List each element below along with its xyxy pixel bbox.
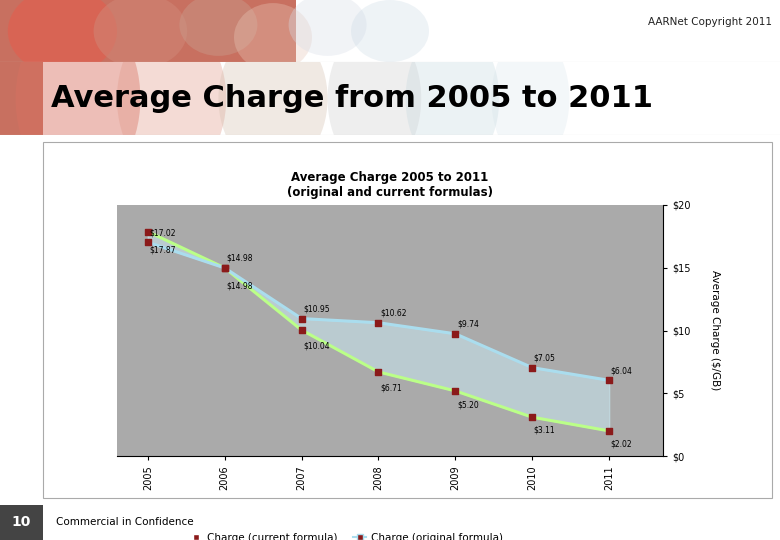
Point — [296, 326, 308, 334]
Bar — [0, 62, 43, 135]
Text: Commercial in Confidence: Commercial in Confidence — [56, 517, 193, 528]
Text: 10: 10 — [12, 516, 30, 529]
Ellipse shape — [94, 0, 187, 68]
Point — [526, 413, 538, 422]
Point — [218, 264, 231, 272]
Text: Average Charge from 2005 to 2011: Average Charge from 2005 to 2011 — [51, 84, 653, 113]
Point — [141, 227, 154, 236]
Text: $17.87: $17.87 — [149, 245, 176, 254]
Point — [372, 319, 385, 327]
Ellipse shape — [8, 0, 117, 75]
Point — [296, 314, 308, 323]
Text: $14.98: $14.98 — [226, 254, 253, 263]
Text: $10.62: $10.62 — [380, 309, 406, 318]
Title: Average Charge 2005 to 2011
(original and current formulas): Average Charge 2005 to 2011 (original an… — [287, 171, 493, 199]
Text: $10.04: $10.04 — [303, 341, 330, 350]
Ellipse shape — [218, 26, 328, 172]
Bar — [0, 0, 296, 62]
Bar — [0, 505, 43, 540]
Text: $10.95: $10.95 — [303, 305, 330, 314]
Point — [218, 264, 231, 272]
Text: $9.74: $9.74 — [457, 320, 479, 329]
Text: $6.04: $6.04 — [611, 366, 633, 375]
Text: $7.05: $7.05 — [534, 354, 555, 362]
Legend: Charge (current formula), Charge (original formula): Charge (current formula), Charge (origin… — [186, 528, 507, 540]
Point — [372, 368, 385, 376]
Ellipse shape — [406, 26, 499, 172]
Ellipse shape — [289, 0, 367, 56]
Point — [603, 376, 615, 384]
Ellipse shape — [328, 26, 421, 172]
Bar — [296, 0, 780, 62]
Point — [449, 387, 462, 395]
Ellipse shape — [179, 0, 257, 56]
Point — [141, 238, 154, 247]
Text: $14.98: $14.98 — [226, 282, 253, 291]
Text: $17.02: $17.02 — [149, 228, 176, 237]
Ellipse shape — [117, 18, 226, 179]
Text: AARNet Copyright 2011: AARNet Copyright 2011 — [648, 17, 772, 28]
Text: $2.02: $2.02 — [611, 440, 633, 449]
Text: $5.20: $5.20 — [457, 401, 479, 410]
Point — [526, 363, 538, 372]
Text: $3.11: $3.11 — [534, 426, 555, 435]
Point — [603, 427, 615, 435]
Text: $6.71: $6.71 — [380, 383, 402, 392]
Ellipse shape — [351, 0, 429, 62]
Ellipse shape — [234, 3, 312, 71]
Y-axis label: Average Charge ($/GB): Average Charge ($/GB) — [710, 271, 720, 390]
Point — [449, 329, 462, 338]
Ellipse shape — [491, 33, 569, 164]
Ellipse shape — [16, 8, 140, 190]
